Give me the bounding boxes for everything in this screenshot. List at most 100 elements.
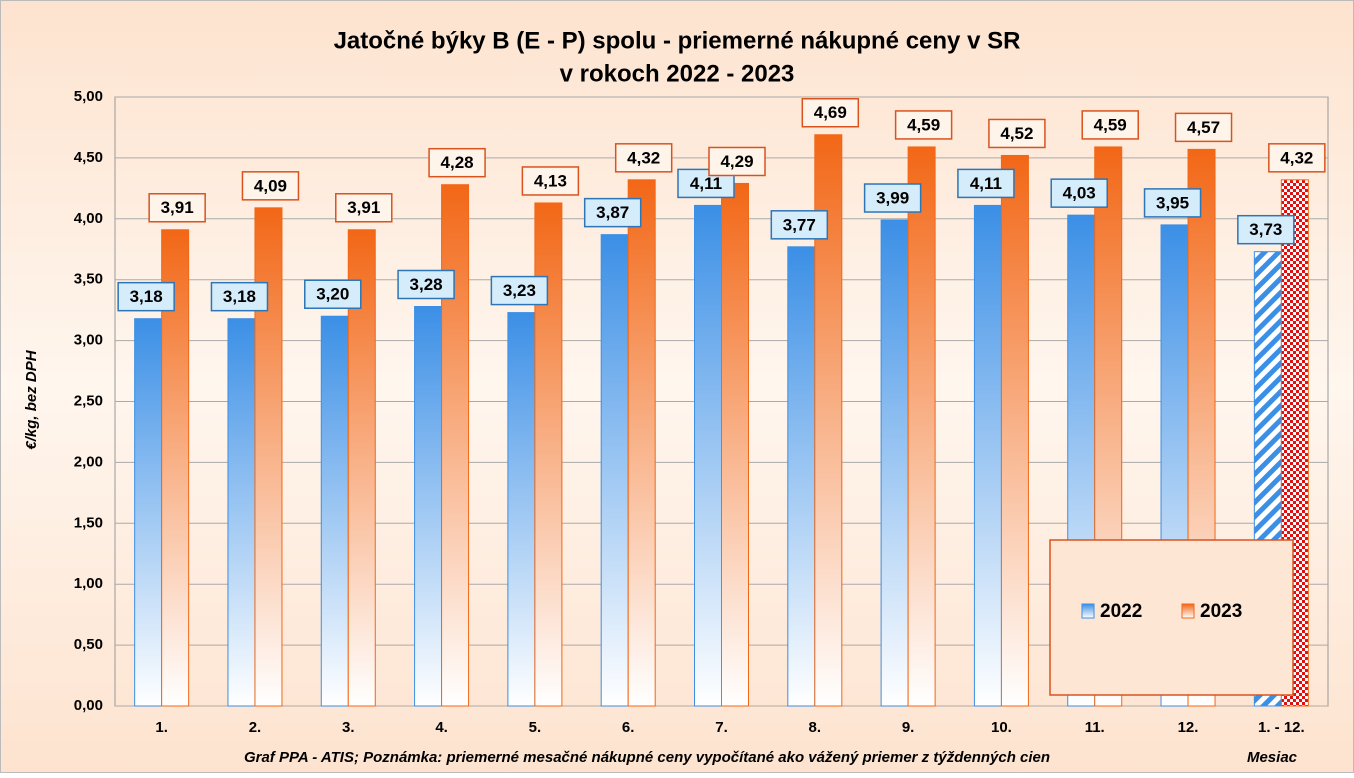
value-label: 4,32 (1280, 148, 1313, 167)
legend-swatch (1081, 603, 1095, 619)
legend-label: 2022 (1100, 601, 1142, 622)
value-label: 3,18 (130, 287, 163, 306)
y-tick-label: 1,50 (74, 514, 103, 531)
value-label: 4,32 (627, 148, 660, 167)
x-tick-label: 12. (1178, 719, 1199, 736)
y-tick-label: 2,50 (74, 392, 103, 409)
value-label-box (304, 279, 362, 309)
bar (721, 182, 749, 707)
value-label: 3,73 (1249, 220, 1282, 239)
x-tick-label: 6. (622, 719, 635, 736)
bar (507, 312, 536, 707)
y-axis-label: €/kg, bez DPH (23, 349, 40, 449)
value-label: 3,95 (1156, 193, 1189, 212)
value-label: 3,77 (783, 215, 816, 234)
value-label: 3,28 (410, 275, 443, 294)
value-label: 4,09 (254, 176, 287, 195)
value-label: 4,59 (907, 115, 940, 134)
y-tick-label: 3,00 (74, 332, 103, 349)
bar (320, 315, 349, 707)
x-tick-label: 11. (1085, 719, 1105, 736)
bar (627, 179, 656, 707)
legend-swatch (1181, 603, 1195, 619)
bar (694, 204, 722, 707)
x-tick-label: 9. (902, 719, 915, 736)
value-label-box (210, 281, 269, 312)
bar (1000, 154, 1029, 707)
value-label-box (770, 210, 829, 240)
chart-subtitle: v rokoch 2022 - 2023 (560, 60, 795, 87)
value-label-box (241, 171, 300, 201)
value-label: 4,57 (1187, 118, 1220, 137)
value-label: 3,23 (503, 281, 536, 300)
value-label: 4,11 (690, 174, 722, 193)
legend-label: 2023 (1200, 601, 1242, 622)
value-label-box (583, 197, 642, 228)
value-label: 4,29 (720, 152, 753, 171)
bar (441, 184, 470, 707)
y-tick-label: 0,00 (74, 697, 103, 714)
value-label-box (614, 143, 673, 173)
value-label: 4,28 (441, 153, 474, 172)
value-label-box (1174, 112, 1233, 143)
y-tick-label: 5,00 (74, 88, 103, 105)
value-label: 4,03 (1063, 184, 1096, 203)
bar (347, 229, 376, 707)
chart-title: Jatočné býky B (E - P) spolu - priemerné… (334, 27, 1021, 54)
value-label: 4,59 (1094, 115, 1127, 134)
note: Graf PPA - ATIS; Poznámka: priemerné mes… (244, 749, 1050, 766)
y-tick-label: 2,00 (74, 453, 103, 470)
value-label: 3,18 (223, 287, 256, 306)
y-tick-label: 0,50 (74, 636, 103, 653)
x-axis-label: Mesiac (1247, 749, 1298, 766)
x-tick-label: 10. (991, 719, 1012, 736)
y-tick-label: 4,50 (74, 149, 103, 166)
value-label-box (521, 166, 580, 196)
bar (880, 219, 909, 707)
value-label-box (1143, 188, 1202, 218)
value-label-box (1268, 143, 1326, 173)
value-label: 3,91 (161, 198, 194, 217)
value-label-box (957, 168, 1015, 199)
value-label-box (148, 193, 206, 223)
value-label-box (397, 269, 455, 300)
y-tick-label: 4,00 (74, 210, 103, 227)
x-tick-label: 1. - 12. (1258, 719, 1305, 736)
x-tick-label: 7. (715, 719, 728, 736)
x-tick-label: 1. (155, 719, 168, 736)
x-tick-label: 5. (529, 719, 542, 736)
value-label-box (117, 281, 175, 312)
y-tick-label: 3,50 (74, 271, 103, 288)
value-label-box (335, 193, 393, 223)
value-label-box (894, 110, 953, 140)
value-label: 4,13 (534, 171, 567, 190)
value-label: 4,11 (970, 174, 1002, 193)
bar (254, 207, 283, 707)
x-tick-label: 8. (809, 719, 822, 736)
value-label-box (1237, 214, 1295, 245)
value-label: 3,20 (316, 285, 349, 304)
bar (600, 234, 629, 707)
value-label-box (428, 147, 486, 178)
value-label-box (863, 183, 922, 213)
value-label-box (988, 118, 1046, 149)
value-label-box (708, 146, 766, 177)
x-tick-label: 4. (435, 719, 448, 736)
value-label: 3,87 (596, 203, 629, 222)
value-label-box (1081, 110, 1139, 140)
bar (973, 204, 1002, 707)
value-label: 3,91 (347, 198, 380, 217)
bar (134, 318, 163, 707)
value-label-box (490, 275, 549, 306)
value-label: 3,99 (876, 189, 909, 208)
value-label-box (1050, 178, 1108, 208)
value-label: 4,69 (814, 103, 847, 122)
x-tick-label: 2. (249, 719, 262, 736)
bar (227, 318, 256, 707)
value-label-box (801, 98, 860, 128)
bar (907, 146, 936, 707)
value-label: 4,52 (1000, 124, 1033, 143)
value-label-box (677, 168, 735, 199)
x-tick-label: 3. (342, 719, 355, 736)
